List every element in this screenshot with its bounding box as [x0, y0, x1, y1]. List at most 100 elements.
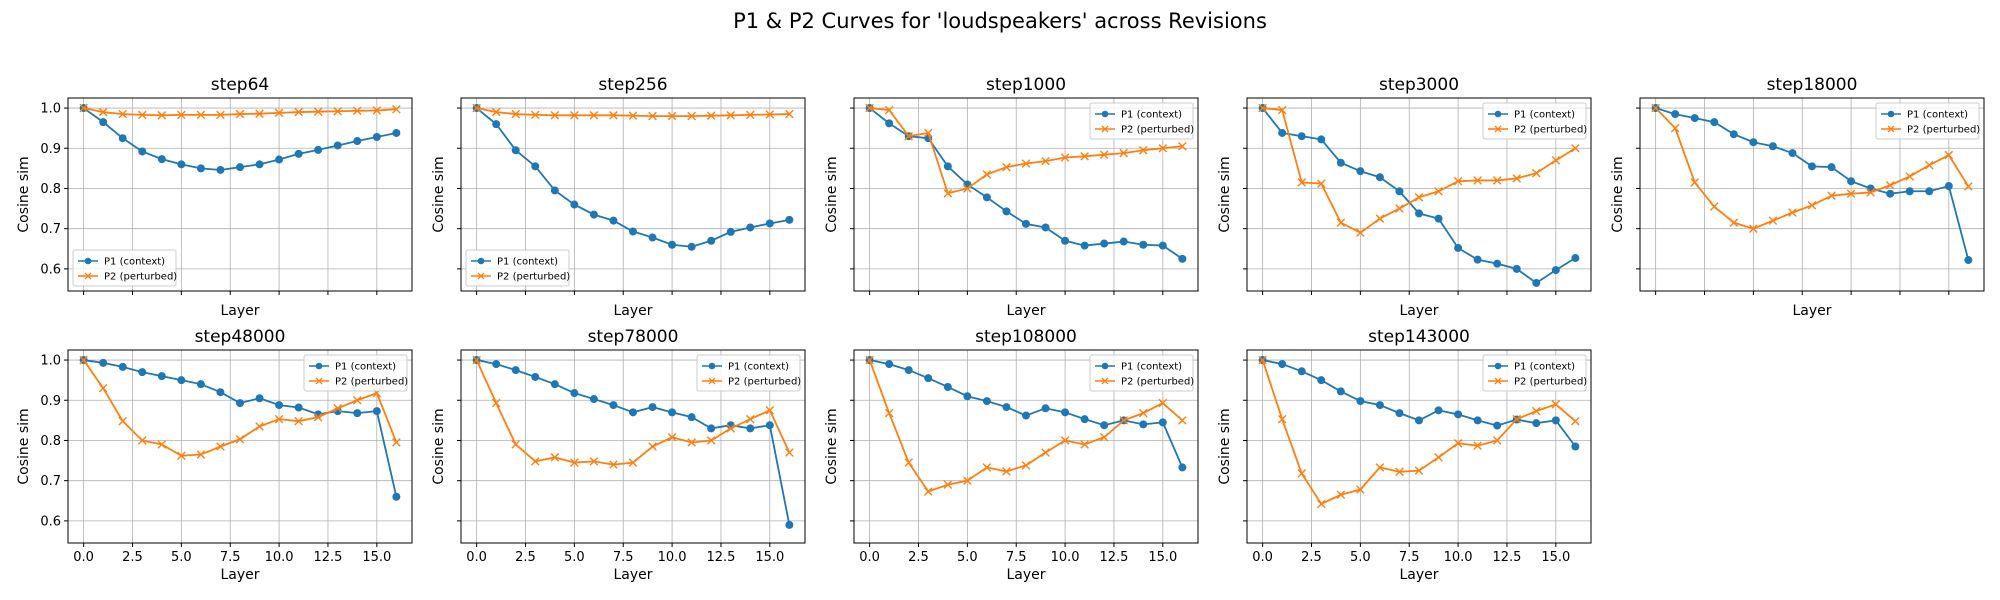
p1-point [255, 160, 264, 169]
p1-point [1041, 223, 1050, 232]
legend-label-p2: P2 (perturbed) [1907, 125, 1980, 136]
legend-marker-p2 [84, 272, 92, 280]
p1-point [1512, 264, 1521, 273]
y-tick-label: 0.7 [40, 222, 61, 237]
p1-point [1356, 397, 1365, 406]
legend-marker-p1 [477, 257, 485, 265]
legend: P1 (context) P2 (perturbed) [696, 354, 801, 392]
p1-point [511, 366, 520, 375]
p2-point [1749, 224, 1758, 233]
p1-point [1827, 163, 1836, 172]
p1-point [1178, 254, 1187, 263]
p1-point [687, 242, 696, 251]
p2-point [923, 487, 933, 496]
p1-point [1768, 142, 1777, 151]
x-tick-label: 7.5 [613, 550, 634, 565]
p2-point [943, 480, 953, 489]
p2-point [118, 416, 128, 426]
p1-point [629, 227, 637, 236]
p1-point [492, 120, 501, 129]
p2-point [706, 436, 716, 445]
p2-point [550, 453, 560, 462]
p2-point [1512, 174, 1522, 183]
p2-point [687, 111, 696, 121]
p2-point [648, 442, 657, 451]
p1-point [1119, 237, 1128, 246]
p2-point [1178, 416, 1187, 425]
x-tick-label: 15.0 [1148, 550, 1177, 565]
p1-point [1415, 416, 1423, 425]
p1-point [392, 128, 401, 137]
legend-marker-p2 [315, 377, 323, 385]
x-tick-label: 2.5 [515, 550, 536, 565]
p1-point [668, 240, 677, 249]
p2-point [1297, 178, 1307, 187]
p1-point [1710, 118, 1719, 127]
p2-point [1414, 193, 1424, 202]
p2-point [1080, 440, 1089, 449]
legend-marker-p2 [1494, 125, 1502, 133]
p2-point [1119, 148, 1129, 158]
p1-point [1278, 360, 1287, 369]
p2-point [255, 109, 264, 118]
p1-point [570, 200, 579, 209]
p2-point [904, 458, 914, 467]
y-axis-label: Cosine sim [16, 408, 32, 484]
p1-point [707, 236, 716, 245]
p1-point [1788, 149, 1797, 158]
p2-point [785, 448, 794, 457]
legend-marker-p1 [1494, 362, 1502, 370]
p2-point [982, 463, 992, 472]
p2-point [1651, 103, 1660, 113]
panel-title: step256 [598, 75, 667, 95]
p1-point [1178, 463, 1187, 472]
x-tick-label: 2.5 [908, 550, 929, 565]
p1-point [138, 368, 147, 377]
y-tick-label: 0.6 [40, 514, 61, 529]
legend-box [1089, 354, 1194, 392]
legend-label-p2: P2 (perturbed) [104, 272, 177, 283]
legend-marker-p1 [1887, 110, 1895, 118]
p1-point [216, 165, 225, 174]
p2-point [1531, 406, 1541, 416]
p2-point [1453, 438, 1463, 448]
p2-point [313, 107, 323, 116]
legend-box [1875, 102, 1980, 140]
y-tick-label: 1.0 [40, 102, 61, 117]
p2-point [352, 106, 362, 116]
p2-point [157, 440, 167, 449]
p1-point [550, 380, 559, 389]
x-tick-label: 15.0 [1541, 550, 1570, 565]
p2-point [1138, 408, 1148, 418]
p1-point [1434, 406, 1443, 415]
p2-point [137, 110, 147, 120]
p2-point [294, 416, 303, 426]
p2-point [1336, 218, 1346, 227]
p1-point [353, 409, 362, 418]
p1-point [1336, 387, 1345, 396]
legend-label-p2: P2 (perturbed) [728, 377, 801, 388]
x-tick-label: 0.0 [859, 550, 880, 565]
p1-point [1158, 418, 1167, 427]
y-axis-label: Cosine sim [431, 156, 447, 232]
p2-point [923, 128, 933, 138]
p2-point [904, 131, 914, 141]
p1-point [333, 141, 342, 150]
p2-point [294, 107, 303, 117]
p2-point [706, 111, 716, 120]
p2-point [1492, 176, 1502, 185]
p1-point [982, 193, 991, 202]
legend: P1 (context) P2 (perturbed) [1875, 102, 1980, 140]
p1-point [1041, 404, 1050, 413]
p2-point [333, 404, 343, 413]
legend-label-p1: P1 (context) [104, 257, 165, 268]
p1-point [392, 492, 401, 501]
p2-series [1651, 103, 1973, 233]
p1-point [1454, 243, 1463, 252]
p1-point [353, 137, 362, 146]
x-axis-label: Layer [1399, 567, 1438, 583]
p1-point [1395, 187, 1404, 196]
p1-point [1905, 187, 1914, 196]
p1-point [904, 366, 913, 375]
x-tick-label: 5.0 [957, 550, 978, 565]
